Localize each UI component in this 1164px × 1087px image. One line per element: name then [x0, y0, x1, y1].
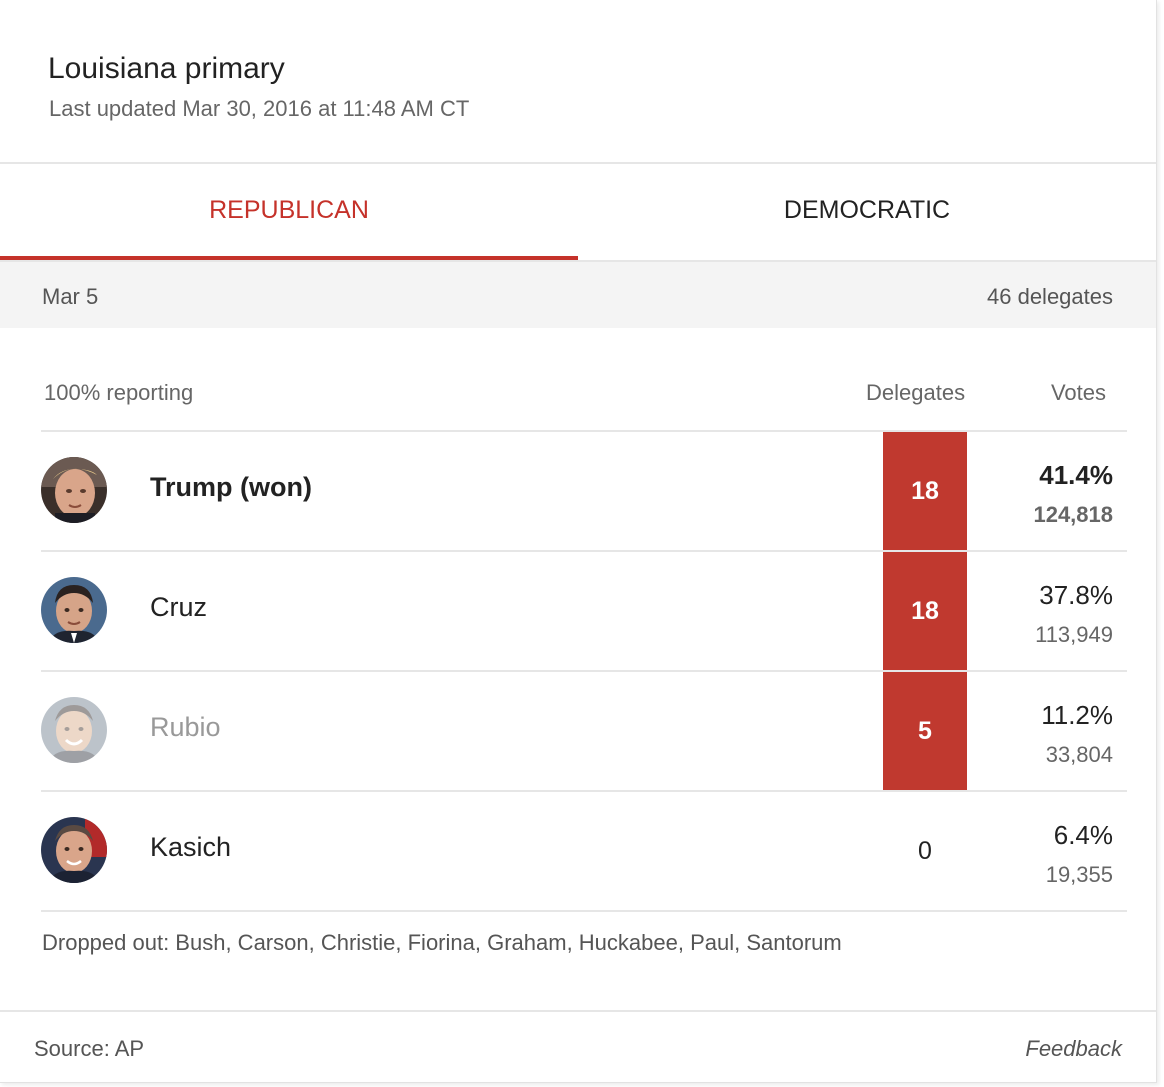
- rubio-avatar: [41, 697, 107, 763]
- tab-republican[interactable]: REPUBLICAN: [209, 196, 369, 224]
- vote-percent: 37.8%: [1039, 580, 1113, 610]
- vote-percent: 6.4%: [1053, 820, 1113, 850]
- kasich-avatar: [41, 817, 107, 883]
- source-credit: Source: AP: [34, 1036, 145, 1061]
- vote-count: 124,818: [1033, 502, 1113, 527]
- active-tab-indicator: [0, 256, 578, 260]
- cruz-avatar: [41, 577, 107, 643]
- candidate-row-rubio: Rubio 5 11.2% 33,804: [41, 670, 1127, 790]
- feedback-link[interactable]: Feedback: [1025, 1036, 1122, 1061]
- vote-percent: 41.4%: [1039, 460, 1113, 490]
- candidate-row-trump: Trump (won) 18 41.4% 124,818: [41, 430, 1127, 550]
- vote-count: 113,949: [1035, 622, 1113, 647]
- candidate-table: Trump (won) 18 41.4% 124,818 Cruz: [41, 430, 1127, 912]
- card-header: Louisiana primary Last updated Mar 30, 2…: [0, 0, 1156, 164]
- primary-date: Mar 5: [42, 284, 99, 309]
- delegate-count: 18: [883, 432, 967, 550]
- delegates-column-header: Delegates: [866, 380, 966, 405]
- page-title: Louisiana primary: [48, 52, 285, 85]
- total-delegates: 46 delegates: [987, 284, 1113, 309]
- delegate-count: 5: [883, 672, 967, 790]
- votes-column-header: Votes: [1050, 380, 1106, 405]
- candidate-row-cruz: Cruz 18 37.8% 113,949: [41, 550, 1127, 670]
- candidate-name: Trump (won): [150, 472, 312, 502]
- date-bar: Mar 5 46 delegates: [0, 262, 1156, 328]
- trump-avatar: [41, 457, 107, 523]
- tab-democratic[interactable]: DEMOCRATIC: [783, 196, 951, 224]
- delegate-count: 18: [883, 552, 967, 670]
- card-footer: Source: AP Feedback: [0, 1010, 1156, 1082]
- candidate-name: Cruz: [150, 592, 208, 622]
- reporting-status: 100% reporting: [44, 380, 194, 405]
- last-updated: Last updated Mar 30, 2016 at 11:48 AM CT: [49, 96, 470, 121]
- party-tabs: REPUBLICAN DEMOCRATIC: [0, 164, 1156, 262]
- vote-count: 33,804: [1045, 742, 1113, 767]
- delegate-count: 0: [918, 837, 932, 865]
- candidate-name: Kasich: [150, 832, 232, 862]
- candidate-row-kasich: Kasich 0 6.4% 19,355: [41, 790, 1127, 912]
- candidate-name: Rubio: [150, 712, 221, 742]
- dropped-out-list: Dropped out: Bush, Carson, Christie, Fio…: [42, 930, 842, 955]
- vote-count: 19,355: [1045, 862, 1113, 887]
- vote-percent: 11.2%: [1041, 700, 1113, 730]
